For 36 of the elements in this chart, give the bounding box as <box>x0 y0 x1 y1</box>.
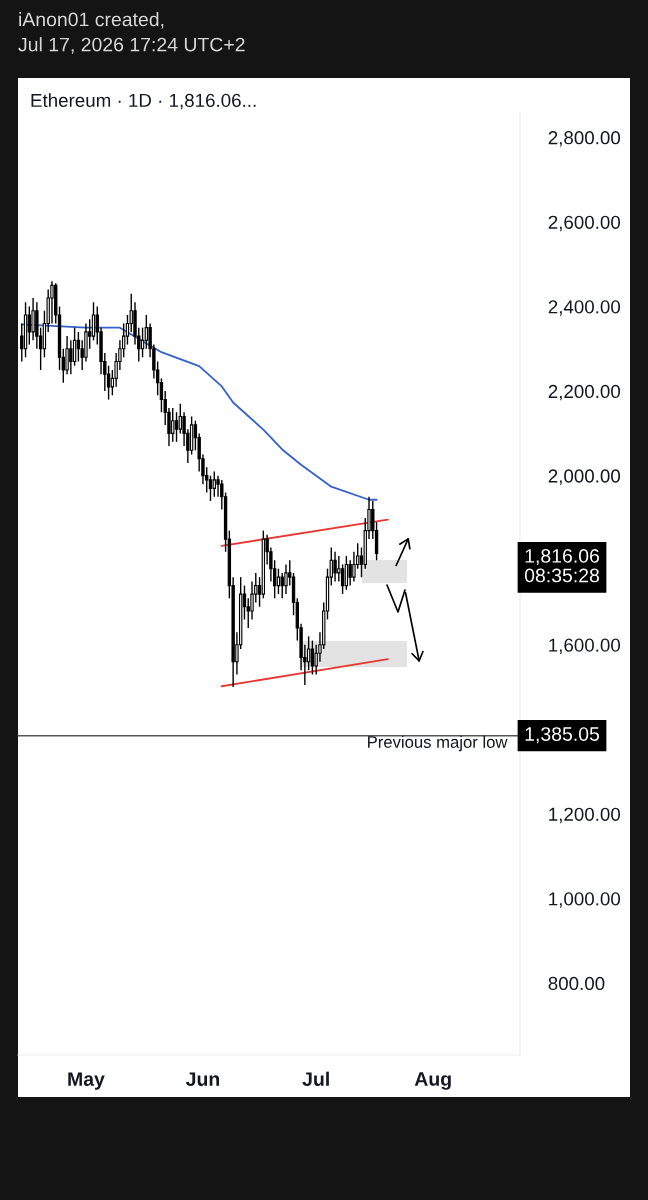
y-tick-label: 1,000.00 <box>549 892 621 908</box>
y-tick-label: 800.00 <box>548 976 605 991</box>
candlestick <box>69 339 73 375</box>
candlestick <box>212 470 216 498</box>
y-tick-label: 1,200.00 <box>549 807 621 824</box>
text: iAnon01 created, Jul 17, 2026 17:24 UTC+2 <box>18 12 245 54</box>
candlestick <box>171 407 175 443</box>
candlestick <box>280 572 284 599</box>
x-tick-label: Jul <box>302 1071 329 1086</box>
y-tick-label: 2,600.00 <box>548 215 621 232</box>
candlestick <box>27 305 32 346</box>
y-tick-label: 2,200.00 <box>548 384 621 401</box>
x-tick-label: May <box>68 1072 105 1090</box>
y-tick-label: 2,800.00 <box>548 131 621 147</box>
x-tick-label: Jun <box>185 1072 220 1086</box>
candlestick <box>208 474 213 502</box>
candlestick <box>333 551 337 583</box>
y-tick-label: 2,400.00 <box>548 300 621 316</box>
text: 1,385.05 <box>525 727 600 744</box>
ref-line-label: Previous major low <box>368 735 508 752</box>
candlestick <box>284 563 288 595</box>
candlestick <box>31 297 35 342</box>
chart-title: Ethereum · 1D · 1,816.06... <box>31 93 256 110</box>
x-tick-label: Aug <box>414 1072 451 1090</box>
candlestick <box>310 639 315 676</box>
y-tick-label: 1,600.00 <box>549 638 621 655</box>
candlestick <box>178 403 182 435</box>
candlestick <box>174 411 179 443</box>
candlestick <box>348 559 352 587</box>
candlestick <box>91 301 96 342</box>
candlestick <box>144 314 149 350</box>
text: 1,816.06 <box>525 549 599 566</box>
candlestick <box>337 555 341 583</box>
candlestick <box>125 314 130 346</box>
text: 08:35:28 <box>524 568 600 583</box>
y-tick-label: 2,000.00 <box>548 469 621 485</box>
